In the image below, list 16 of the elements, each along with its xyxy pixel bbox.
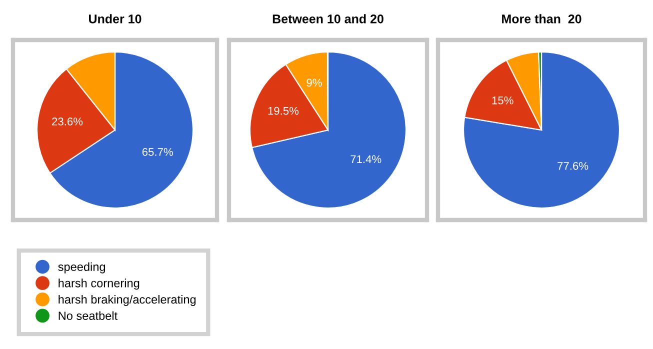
pie-slice xyxy=(251,51,407,209)
chart-title: Under 10 xyxy=(89,14,142,24)
data-label: 9% xyxy=(306,78,322,87)
legend-label: speeding xyxy=(58,262,106,274)
data-label: 15% xyxy=(492,96,514,104)
pie-slice xyxy=(462,51,620,209)
data-label: 77.6% xyxy=(558,162,588,170)
data-label: 65.7% xyxy=(142,148,173,156)
chart-title: More than 20 xyxy=(502,14,582,24)
data-label: 19.5% xyxy=(268,106,299,115)
legend-label: No seatbelt xyxy=(58,311,118,320)
data-label: 71.4% xyxy=(350,155,382,164)
chart-title: Between 10 and 20 xyxy=(272,14,384,24)
data-label: 23.6% xyxy=(52,118,83,126)
legend-label: harsh braking/accelerating xyxy=(58,294,196,306)
legend-label: harsh cornering xyxy=(58,278,140,290)
